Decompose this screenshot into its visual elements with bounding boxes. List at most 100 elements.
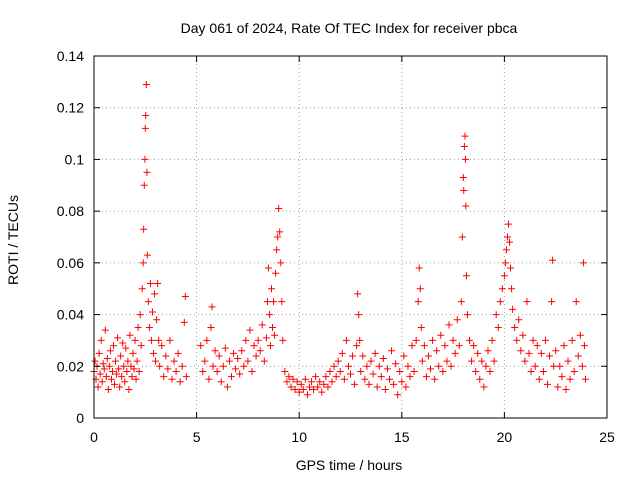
data-point xyxy=(394,391,402,399)
y-tick-label: 0 xyxy=(76,410,84,426)
y-tick-label: 0.14 xyxy=(57,48,84,64)
data-point xyxy=(359,352,367,360)
data-point xyxy=(579,259,587,267)
data-point xyxy=(494,324,502,331)
data-point xyxy=(568,336,576,344)
data-point xyxy=(365,380,373,388)
data-point xyxy=(574,352,582,360)
data-point xyxy=(223,383,231,391)
data-point xyxy=(437,331,445,339)
data-point xyxy=(408,342,416,350)
data-point xyxy=(281,367,289,375)
data-point xyxy=(115,365,123,373)
data-point xyxy=(463,311,471,319)
data-point xyxy=(130,365,138,373)
data-point xyxy=(416,285,424,293)
data-point xyxy=(134,324,142,331)
data-point xyxy=(377,373,385,381)
data-point xyxy=(156,362,164,370)
data-point xyxy=(361,375,369,383)
data-point xyxy=(147,336,155,344)
data-point xyxy=(162,352,170,360)
data-point xyxy=(260,357,268,365)
data-point xyxy=(240,362,248,370)
data-point xyxy=(108,367,116,375)
data-point xyxy=(324,383,332,391)
data-point xyxy=(537,349,545,357)
data-point xyxy=(101,326,109,334)
y-tick-label: 0.02 xyxy=(57,358,84,374)
plot-frame xyxy=(93,55,608,419)
data-point xyxy=(132,375,140,383)
data-point xyxy=(285,373,293,381)
data-point xyxy=(136,311,144,319)
data-point xyxy=(509,305,517,313)
x-tick-label: 15 xyxy=(394,429,410,445)
data-point xyxy=(273,246,281,254)
data-point xyxy=(178,362,186,370)
data-point xyxy=(308,378,316,386)
grid xyxy=(94,56,607,418)
data-point xyxy=(141,124,149,132)
data-point xyxy=(271,331,279,339)
data-point xyxy=(143,168,151,176)
data-point xyxy=(355,311,363,319)
data-point xyxy=(250,342,258,350)
data-point xyxy=(349,352,357,360)
data-point xyxy=(513,336,521,344)
data-point xyxy=(433,347,441,355)
data-point xyxy=(390,380,398,388)
data-point xyxy=(141,155,149,163)
data-point xyxy=(211,347,219,355)
data-point xyxy=(560,342,568,350)
data-point xyxy=(312,373,320,381)
data-point xyxy=(371,349,379,357)
data-point xyxy=(314,383,322,391)
data-point xyxy=(564,357,572,365)
data-point xyxy=(139,259,147,267)
data-point xyxy=(140,181,148,189)
data-point xyxy=(529,336,537,344)
data-point xyxy=(558,373,566,381)
data-point xyxy=(381,386,389,394)
y-tick-label: 0.08 xyxy=(57,203,84,219)
data-point xyxy=(356,336,364,344)
data-point xyxy=(95,349,103,357)
data-point xyxy=(102,373,110,381)
data-point xyxy=(548,298,556,306)
data-point xyxy=(170,357,178,365)
data-point xyxy=(301,375,309,383)
data-point xyxy=(131,336,139,344)
data-point xyxy=(457,298,465,306)
x-axis-label: GPS time / hours xyxy=(296,457,403,473)
data-point xyxy=(422,373,430,381)
data-point xyxy=(498,285,506,293)
data-point xyxy=(552,347,560,355)
data-point xyxy=(272,269,280,277)
data-point xyxy=(578,362,586,370)
data-point xyxy=(459,174,467,182)
data-point xyxy=(138,285,146,293)
data-point xyxy=(517,347,525,355)
y-tick-label: 0.12 xyxy=(57,100,84,116)
data-point xyxy=(543,380,551,388)
data-point xyxy=(116,383,124,391)
data-point xyxy=(242,336,250,344)
data-point xyxy=(435,362,443,370)
y-tick-label: 0.04 xyxy=(57,307,84,323)
data-point xyxy=(338,349,346,357)
x-tick-label: 5 xyxy=(193,429,201,445)
data-point xyxy=(566,375,574,383)
data-point xyxy=(476,375,484,383)
data-point xyxy=(492,311,500,319)
data-point xyxy=(182,373,190,381)
data-point xyxy=(388,347,396,355)
data-point xyxy=(330,362,338,370)
data-point xyxy=(114,334,122,342)
data-point xyxy=(230,349,238,357)
data-point xyxy=(137,342,145,350)
data-point xyxy=(105,362,113,370)
data-point xyxy=(227,373,235,381)
data-point xyxy=(106,347,114,355)
data-point xyxy=(404,362,412,370)
